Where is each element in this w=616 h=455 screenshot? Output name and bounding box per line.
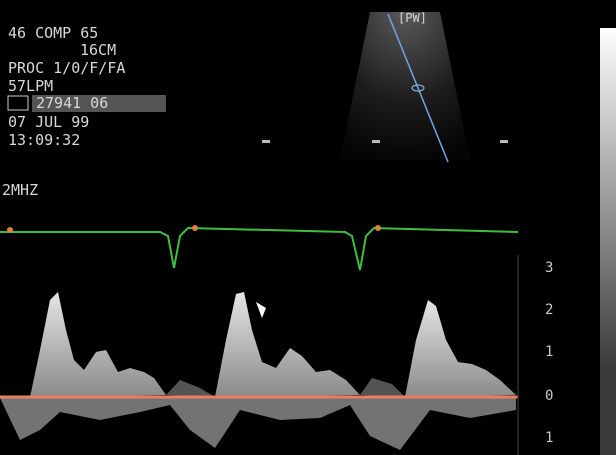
scale-label: 1: [545, 344, 553, 360]
ultrasound-screen: [PW] 46 COMP 65 16CM PROC 1/0/F/FA 57LPM…: [0, 0, 616, 455]
overlay-text: PROC 1/0/F/FA: [8, 59, 125, 77]
overlay-text: 07 JUL 99: [8, 113, 89, 131]
overlay-text: 27941 06: [36, 94, 108, 112]
ecg-marker: [7, 227, 13, 233]
overlay-text: 46 COMP 65: [8, 24, 98, 42]
page: {"overlay": {"lines": ["46 COMP 65", "16…: [0, 0, 616, 455]
ecg-marker: [375, 225, 381, 231]
overlay-text: 16CM: [80, 41, 116, 59]
depth-marker: [372, 140, 380, 143]
scale-label: 2: [545, 302, 553, 318]
scale-label: 3: [545, 260, 553, 276]
overlay-text: 2MHZ: [2, 181, 38, 199]
scale-control: [600, 368, 616, 455]
depth-marker: [500, 140, 508, 143]
gray-scale-bar: [600, 28, 616, 368]
scale-label: 1: [545, 430, 553, 446]
depth-marker: [262, 140, 270, 143]
ecg-marker: [192, 225, 198, 231]
overlay-text: 57LPM: [8, 77, 53, 95]
mode-label: [PW]: [398, 11, 427, 25]
overlay-text: 13:09:32: [8, 131, 80, 149]
scale-label: 0: [545, 388, 553, 404]
